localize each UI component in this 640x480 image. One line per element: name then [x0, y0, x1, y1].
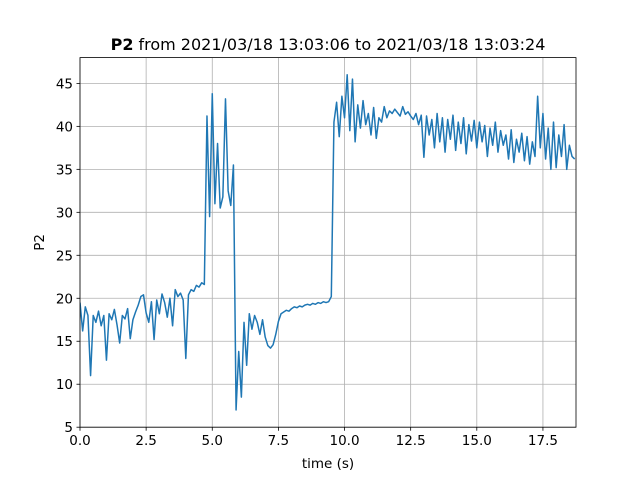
y-tick-label: 5	[64, 420, 73, 436]
y-tick-label: 10	[56, 377, 73, 393]
x-axis-label: time (s)	[302, 456, 354, 472]
chart-title: P2 from 2021/03/18 13:03:06 to 2021/03/18…	[111, 35, 546, 54]
y-axis-label: P2	[32, 234, 48, 251]
x-tick-label: 12.5	[396, 433, 426, 449]
axes-frame	[79, 57, 577, 428]
ticks: 0.0 2.5 5.0 7.5 10.0 12.5 15.0 17.5 5 10 15 20 25 30 3…	[56, 76, 558, 449]
title-text: from 2021/03/18 13:03:06 to 2021/03/18 1…	[138, 35, 545, 54]
y-tick-label: 40	[56, 119, 73, 135]
x-tick-label: 2.5	[135, 433, 156, 449]
y-tick-label: 30	[56, 205, 73, 221]
plot	[80, 74, 576, 411]
y-tick-label: 25	[56, 248, 73, 264]
x-tick-label: 7.5	[268, 433, 289, 449]
y-tick-label: 20	[56, 291, 73, 307]
data-line	[80, 74, 576, 411]
y-tick-label: 35	[56, 162, 73, 178]
x-tick-label: 5.0	[202, 433, 223, 449]
x-tick-label: 0.0	[69, 433, 90, 449]
x-tick-label: 10.0	[330, 433, 360, 449]
x-tick-label: 17.5	[528, 433, 558, 449]
x-tick-label: 15.0	[462, 433, 492, 449]
y-tick-label: 45	[56, 76, 73, 92]
y-tick-label: 15	[56, 334, 73, 350]
title-name: P2	[111, 35, 134, 54]
